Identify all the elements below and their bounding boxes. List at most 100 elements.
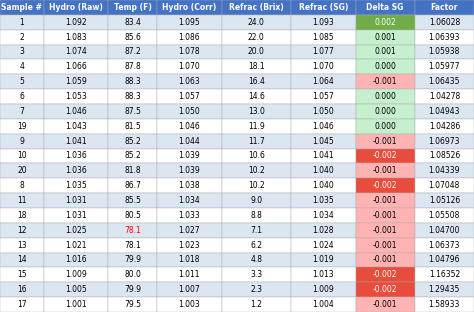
Text: 19: 19	[17, 122, 27, 131]
Text: Factor: Factor	[431, 3, 458, 12]
Text: 8.8: 8.8	[250, 211, 262, 220]
Bar	[356, 104, 415, 119]
Text: 81.8: 81.8	[124, 166, 141, 175]
Bar	[0, 163, 44, 178]
Text: 1.053: 1.053	[65, 92, 87, 101]
Bar	[157, 253, 221, 267]
Text: 87.8: 87.8	[124, 62, 141, 71]
Bar	[221, 45, 291, 59]
Text: 11.7: 11.7	[248, 137, 264, 146]
Text: 88.3: 88.3	[124, 77, 141, 86]
Text: 10: 10	[17, 152, 27, 160]
Bar	[44, 30, 108, 45]
Text: 1.04700: 1.04700	[428, 226, 460, 235]
Bar	[157, 163, 221, 178]
Bar	[356, 238, 415, 253]
Bar	[221, 208, 291, 223]
Text: 5: 5	[19, 77, 24, 86]
Text: 1.093: 1.093	[312, 18, 334, 27]
Text: 18: 18	[17, 211, 27, 220]
Text: Refrac (SG): Refrac (SG)	[299, 3, 348, 12]
Text: 1.039: 1.039	[179, 152, 200, 160]
Text: 6.2: 6.2	[250, 241, 262, 250]
Bar	[415, 119, 474, 134]
Text: 1.005: 1.005	[65, 285, 87, 294]
Bar	[108, 89, 157, 104]
Bar	[157, 149, 221, 163]
Bar	[291, 193, 356, 208]
Bar	[44, 119, 108, 134]
Bar	[157, 89, 221, 104]
Text: 1.003: 1.003	[179, 300, 200, 309]
Text: Sample #: Sample #	[1, 3, 42, 12]
Bar	[44, 297, 108, 312]
Text: 1.040: 1.040	[312, 166, 334, 175]
Bar	[415, 238, 474, 253]
Text: 3: 3	[19, 47, 24, 56]
Bar	[415, 267, 474, 282]
Text: 12: 12	[17, 226, 27, 235]
Text: 2: 2	[19, 33, 24, 41]
Bar	[356, 30, 415, 45]
Text: 4: 4	[19, 62, 24, 71]
Text: -0.002: -0.002	[373, 285, 397, 294]
Text: 78.1: 78.1	[124, 241, 141, 250]
Bar	[291, 59, 356, 74]
Text: 13: 13	[17, 241, 27, 250]
Text: 85.2: 85.2	[124, 152, 141, 160]
Bar	[0, 208, 44, 223]
Text: 15: 15	[17, 271, 27, 279]
Text: 1.085: 1.085	[312, 33, 334, 41]
Text: 1.040: 1.040	[312, 181, 334, 190]
Bar	[356, 134, 415, 149]
Text: 1.083: 1.083	[65, 33, 87, 41]
Bar	[108, 163, 157, 178]
Bar	[44, 223, 108, 238]
Bar	[44, 193, 108, 208]
Bar	[356, 89, 415, 104]
Bar	[221, 89, 291, 104]
Text: 1.066: 1.066	[65, 62, 87, 71]
Bar	[221, 267, 291, 282]
Text: 1.007: 1.007	[179, 285, 200, 294]
Text: -0.001: -0.001	[373, 196, 397, 205]
Bar	[221, 119, 291, 134]
Bar	[356, 297, 415, 312]
Text: 1.035: 1.035	[312, 196, 334, 205]
Text: 16.4: 16.4	[248, 77, 265, 86]
Text: -0.001: -0.001	[373, 226, 397, 235]
Text: Hydro (Raw): Hydro (Raw)	[49, 3, 103, 12]
Bar	[356, 15, 415, 30]
Bar	[108, 134, 157, 149]
Text: 1.018: 1.018	[179, 256, 200, 265]
Text: 1.031: 1.031	[65, 196, 87, 205]
Text: 1.095: 1.095	[179, 18, 200, 27]
Bar	[44, 149, 108, 163]
Text: -0.001: -0.001	[373, 256, 397, 265]
Bar	[291, 267, 356, 282]
Text: 1.031: 1.031	[65, 211, 87, 220]
Bar	[221, 163, 291, 178]
Text: 9: 9	[19, 137, 24, 146]
Text: 14.6: 14.6	[248, 92, 265, 101]
Bar	[157, 223, 221, 238]
Text: 1.04943: 1.04943	[428, 107, 460, 116]
Bar	[44, 0, 108, 15]
Text: 1.04278: 1.04278	[429, 92, 460, 101]
Text: 1.001: 1.001	[65, 300, 87, 309]
Text: 1.057: 1.057	[179, 92, 200, 101]
Bar	[415, 134, 474, 149]
Text: 79.9: 79.9	[124, 285, 141, 294]
Bar	[157, 119, 221, 134]
Bar	[291, 253, 356, 267]
Text: 80.5: 80.5	[124, 211, 141, 220]
Text: 1.045: 1.045	[312, 137, 334, 146]
Text: 8: 8	[19, 181, 24, 190]
Text: 1.038: 1.038	[179, 181, 200, 190]
Text: 1.013: 1.013	[312, 271, 334, 279]
Text: 20.0: 20.0	[248, 47, 265, 56]
Bar	[108, 238, 157, 253]
Text: 1.064: 1.064	[312, 77, 334, 86]
Bar	[356, 74, 415, 89]
Text: 6: 6	[19, 92, 24, 101]
